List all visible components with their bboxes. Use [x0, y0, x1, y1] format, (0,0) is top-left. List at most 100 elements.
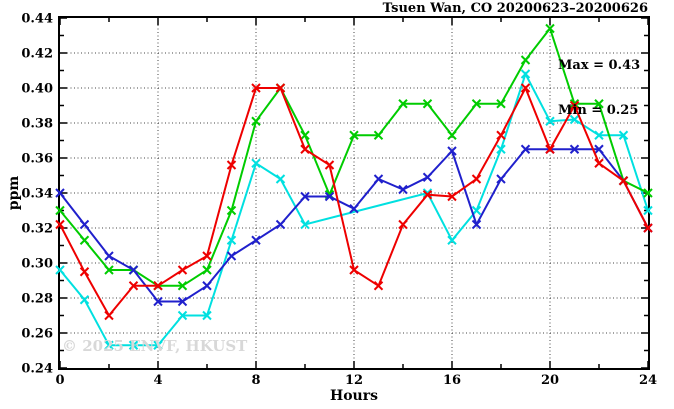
data-point-marker	[643, 223, 653, 233]
data-point-marker	[104, 265, 114, 275]
data-point-marker	[324, 160, 335, 170]
data-point-marker	[471, 205, 482, 216]
watermark: © 2025 ENVF, HKUST	[62, 337, 248, 355]
data-point-marker	[177, 265, 188, 275]
data-point-marker	[104, 251, 114, 261]
y-axis-label: ppm	[6, 175, 22, 211]
data-point-marker	[275, 174, 286, 184]
data-point-marker	[202, 281, 212, 291]
tick-labels: 0.24 0.26 0.28 0.30 0.32 0.34 0.36 0.38 0.40 0.42…	[21, 12, 657, 389]
data-point-marker	[569, 100, 580, 111]
data-point-marker	[594, 144, 604, 154]
y-tick-label: 0.38	[21, 117, 53, 132]
data-point-marker	[349, 204, 359, 214]
data-point-marker	[594, 130, 604, 140]
data-point-marker	[226, 205, 237, 216]
data-point-marker	[545, 116, 555, 126]
data-point-marker	[373, 174, 384, 184]
data-point-marker	[422, 190, 433, 200]
data-point-marker	[251, 116, 261, 126]
data-point-marker	[496, 99, 506, 109]
y-tick-label: 0.30	[21, 257, 53, 272]
data-point-marker	[569, 144, 580, 154]
data-point-marker	[324, 191, 335, 202]
data-point-marker	[300, 130, 310, 140]
x-tick-label: 24	[639, 373, 657, 388]
data-point-marker	[128, 281, 139, 291]
x-tick-label: 8	[251, 373, 260, 388]
data-point-marker	[55, 265, 65, 275]
data-point-marker	[104, 340, 114, 350]
data-point-marker	[55, 205, 65, 216]
data-point-marker	[79, 267, 90, 277]
annotation-minmax: Max = 0.43 Min = 0.25	[558, 28, 640, 148]
data-point-marker	[471, 219, 482, 230]
y-tick-label: 0.28	[21, 292, 53, 307]
y-tick-label: 0.42	[21, 47, 53, 62]
data-point-marker	[202, 251, 212, 261]
data-point-marker	[520, 144, 531, 154]
data-point-marker	[300, 219, 310, 230]
data-point-marker	[398, 219, 408, 230]
y-tick-label: 0.26	[21, 327, 53, 342]
x-tick-label: 20	[541, 373, 559, 388]
data-point-marker	[447, 130, 457, 140]
x-tick-label: 12	[345, 373, 363, 388]
data-point-marker	[447, 191, 457, 202]
data-point-marker	[545, 23, 555, 34]
data-point-marker	[275, 219, 286, 230]
data-point-marker	[251, 235, 261, 245]
x-axis-label: Hours	[329, 388, 378, 404]
data-point-marker	[447, 146, 457, 156]
data-point-marker	[79, 219, 90, 230]
data-point-marker	[373, 281, 384, 291]
data-point-marker	[226, 235, 237, 245]
data-point-marker	[398, 184, 408, 195]
y-tick-label: 0.24	[21, 362, 53, 377]
data-point-marker	[79, 235, 90, 245]
data-point-marker	[471, 99, 482, 109]
data-point-marker	[471, 174, 482, 184]
data-point-marker	[618, 130, 629, 140]
data-point-marker	[128, 265, 139, 275]
data-point-marker	[373, 130, 384, 140]
data-point-marker	[104, 310, 114, 321]
chart-title: Tsuen Wan, CO 20200623–20200626	[382, 1, 648, 16]
data-point-marker	[496, 144, 506, 154]
data-point-marker	[422, 172, 433, 182]
y-tick-label: 0.44	[21, 12, 53, 27]
data-point-marker	[447, 235, 457, 245]
y-tick-label: 0.40	[21, 82, 53, 97]
data-point-marker	[79, 295, 90, 305]
data-point-marker	[496, 130, 506, 140]
data-point-marker	[202, 310, 212, 321]
data-point-marker	[153, 340, 163, 350]
x-tick-label: 4	[153, 373, 162, 388]
y-tick-label: 0.34	[21, 187, 53, 202]
annotation-max: Max = 0.43	[558, 58, 641, 73]
data-point-marker	[594, 158, 604, 168]
data-point-marker	[177, 310, 188, 321]
axis-ticks	[59, 17, 649, 369]
data-point-marker	[300, 191, 310, 202]
y-tick-label: 0.32	[21, 222, 53, 237]
data-point-marker	[251, 158, 261, 168]
data-point-marker	[349, 265, 359, 275]
data-point-marker	[153, 296, 163, 307]
data-point-marker	[398, 99, 408, 109]
data-point-marker	[545, 144, 555, 154]
x-tick-label: 16	[443, 373, 461, 388]
data-point-marker	[618, 176, 629, 186]
x-tick-label: 0	[55, 373, 64, 388]
data-point-marker	[496, 174, 506, 184]
data-point-marker	[643, 205, 653, 216]
data-point-marker	[569, 114, 580, 125]
data-point-marker	[177, 281, 188, 291]
data-point-marker	[422, 99, 433, 109]
data-point-marker	[520, 69, 531, 79]
data-point-marker	[128, 340, 139, 350]
data-point-marker	[520, 83, 531, 93]
annotation-min: Min = 0.25	[558, 103, 639, 118]
